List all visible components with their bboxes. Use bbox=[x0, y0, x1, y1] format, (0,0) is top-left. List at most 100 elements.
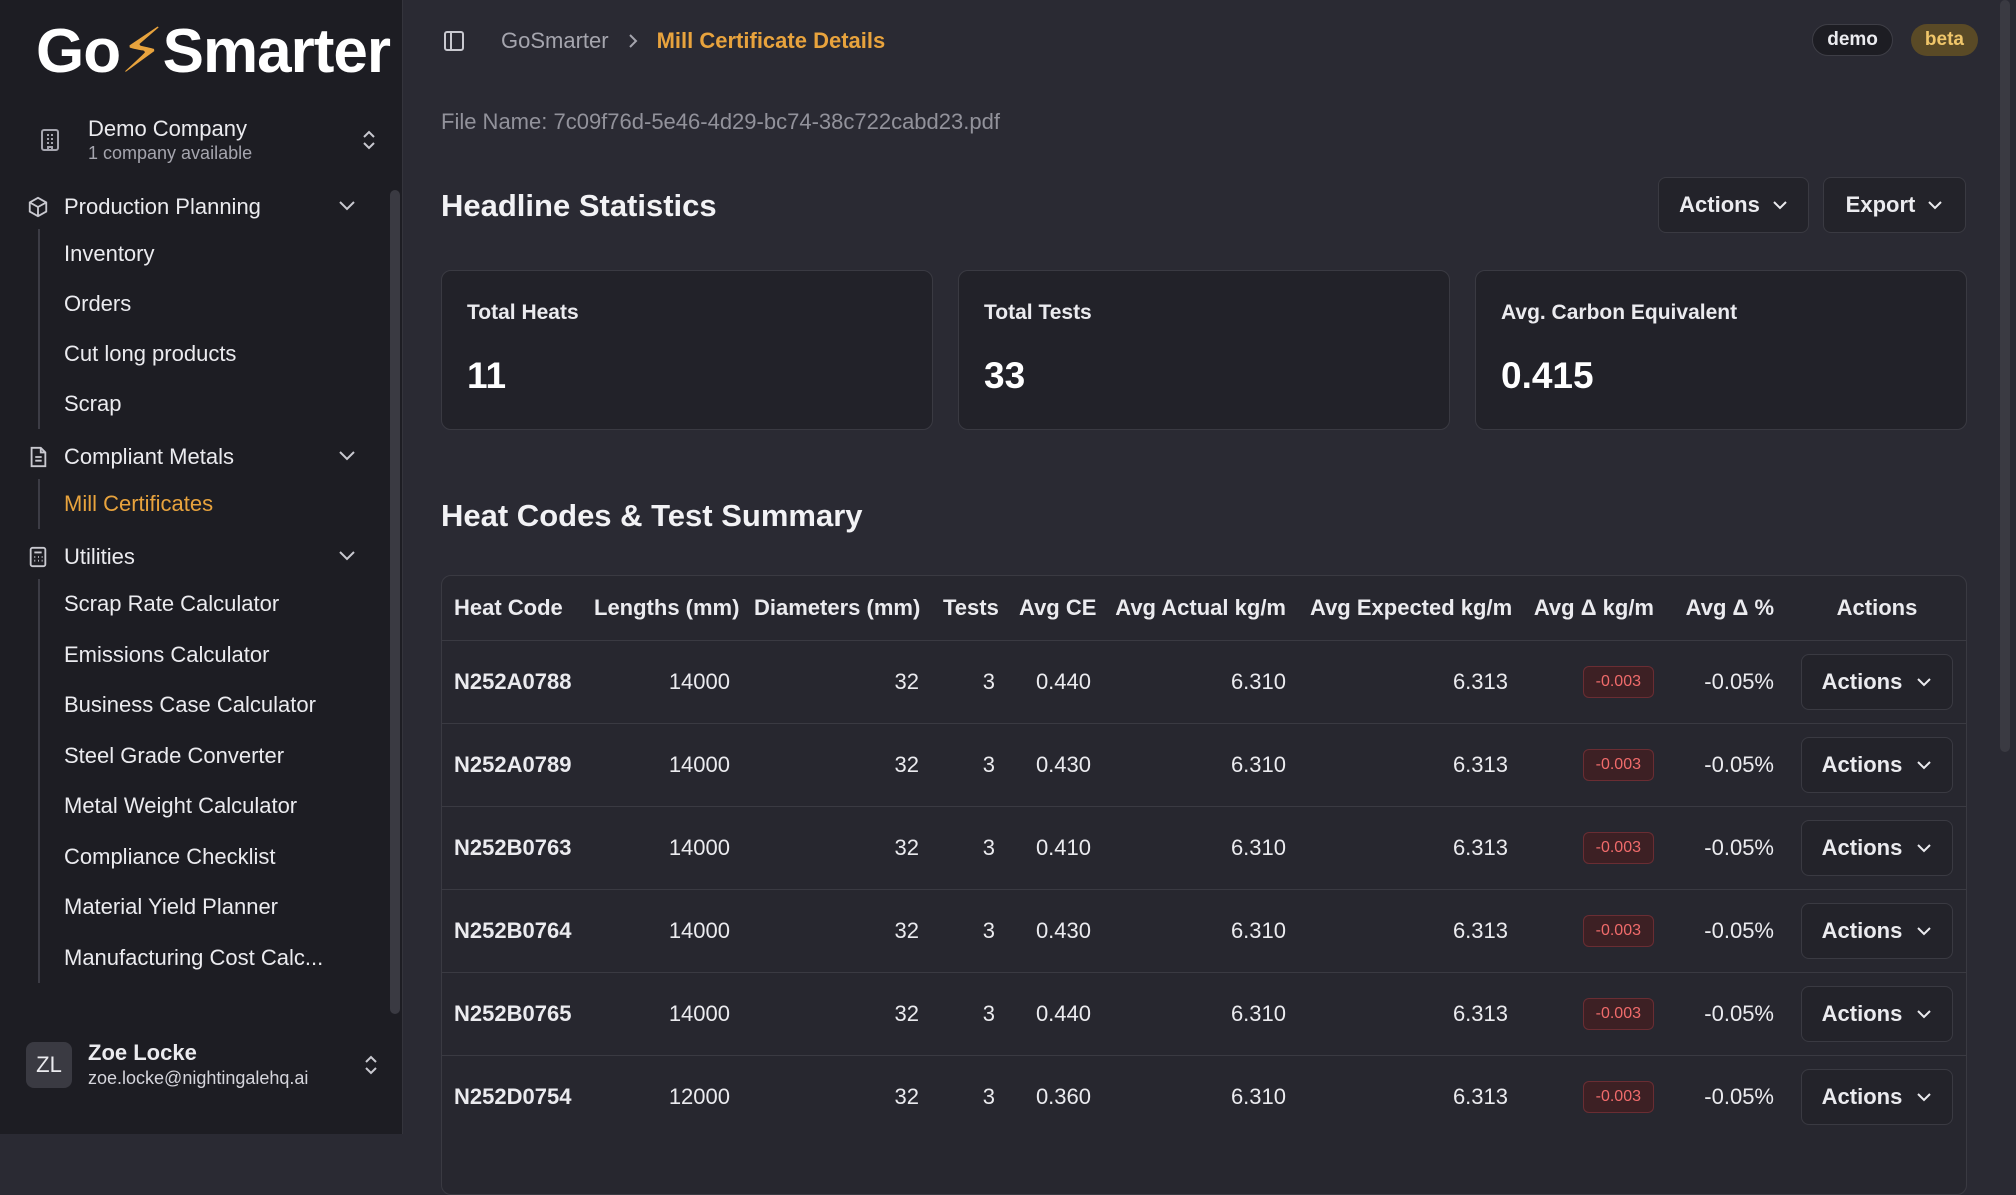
nav-group-production-planning[interactable]: Production Planning bbox=[0, 185, 390, 229]
building-icon bbox=[24, 128, 76, 152]
sidebar-item-emissions-calculator[interactable]: Emissions Calculator bbox=[64, 641, 270, 667]
stat-label: Total Tests bbox=[984, 301, 1092, 324]
avg-delta-pct-cell: -0.05% bbox=[1666, 971, 1786, 1055]
avg-delta-pct-cell: -0.05% bbox=[1666, 722, 1786, 806]
sidebar-item-business-case-calculator[interactable]: Business Case Calculator bbox=[64, 692, 316, 718]
avg-expected-cell: 6.313 bbox=[1298, 805, 1520, 889]
column-header[interactable]: Lengths (mm) bbox=[594, 594, 740, 620]
nav-group-utilities[interactable]: Utilities bbox=[0, 535, 390, 579]
actions-cell: Actions bbox=[1786, 805, 1966, 889]
row-actions-button[interactable]: Actions bbox=[1801, 653, 1953, 710]
breadcrumb-home[interactable]: GoSmarter bbox=[501, 28, 609, 53]
column-header[interactable]: Avg CE bbox=[1019, 594, 1097, 620]
tests-cell: 3 bbox=[931, 722, 1007, 806]
delta-badge: -0.003 bbox=[1582, 1080, 1654, 1113]
row-actions-label: Actions bbox=[1821, 1000, 1903, 1026]
length-cell: 14000 bbox=[582, 639, 742, 723]
heat-code[interactable]: N252B0763 bbox=[442, 805, 582, 889]
column-header: Actions bbox=[1836, 594, 1918, 620]
row-actions-label: Actions bbox=[1821, 1083, 1903, 1109]
tests-cell: 3 bbox=[931, 971, 1007, 1055]
sidebar-item-compliance-checklist[interactable]: Compliance Checklist bbox=[64, 843, 276, 869]
avg-ce-cell: 0.410 bbox=[1007, 805, 1103, 889]
avg-delta-pct-cell: -0.05% bbox=[1666, 888, 1786, 972]
column-header[interactable]: Heat Code bbox=[454, 594, 563, 620]
chevron-down-icon bbox=[1916, 926, 1932, 936]
column-header[interactable]: Diameters (mm) bbox=[754, 594, 921, 620]
avg-actual-cell: 6.310 bbox=[1103, 722, 1298, 806]
sidebar-item-orders[interactable]: Orders bbox=[64, 291, 132, 316]
row-actions-button[interactable]: Actions bbox=[1801, 1068, 1953, 1125]
avg-ce-cell: 0.430 bbox=[1007, 722, 1103, 806]
row-actions-button[interactable]: Actions bbox=[1801, 736, 1953, 793]
column-header[interactable]: Avg Expected kg/m bbox=[1310, 594, 1513, 620]
headline-statistics-title: Headline Statistics bbox=[441, 188, 717, 223]
heat-code[interactable]: N252A0789 bbox=[442, 722, 582, 806]
chevron-down-icon bbox=[338, 548, 356, 566]
avg-delta-cell: -0.003 bbox=[1520, 722, 1666, 806]
column-header[interactable]: Tests bbox=[943, 594, 999, 620]
row-actions-button[interactable]: Actions bbox=[1801, 985, 1953, 1042]
sidebar-item-manufacturing-cost-calculator[interactable]: Manufacturing Cost Calc... bbox=[64, 944, 324, 970]
column-header[interactable]: Avg Δ % bbox=[1685, 594, 1774, 620]
avg-ce-cell: 0.440 bbox=[1007, 639, 1103, 723]
row-actions-label: Actions bbox=[1821, 834, 1903, 860]
gosmarter-logo[interactable]: Go⚡Smarter bbox=[36, 17, 391, 86]
sidebar-item-inventory[interactable]: Inventory bbox=[64, 241, 155, 266]
user-name: Zoe Locke bbox=[88, 1040, 197, 1065]
sidebar-toggle-icon[interactable] bbox=[439, 26, 469, 56]
sidebar-item-material-yield-planner[interactable]: Material Yield Planner bbox=[64, 894, 279, 920]
delta-badge: -0.003 bbox=[1582, 997, 1654, 1030]
sidebar-nav: Production Planning Inventory Orders Cut… bbox=[0, 185, 390, 983]
table-row: N252B0763 14000 32 3 0.410 6.310 6.313 -0.003 -0… bbox=[442, 805, 1966, 889]
actions-cell: Actions bbox=[1786, 971, 1966, 1055]
length-cell: 14000 bbox=[582, 805, 742, 889]
sidebar-item-cut-long-products[interactable]: Cut long products bbox=[64, 341, 237, 366]
heat-code[interactable]: N252D0754 bbox=[442, 1054, 582, 1138]
tests-cell: 3 bbox=[931, 1054, 1007, 1138]
row-actions-button[interactable]: Actions bbox=[1801, 902, 1953, 959]
delta-badge: -0.003 bbox=[1582, 665, 1654, 698]
export-dropdown-button[interactable]: Export bbox=[1823, 177, 1966, 233]
column-header[interactable]: Avg Δ kg/m bbox=[1533, 594, 1654, 620]
diameter-cell: 32 bbox=[742, 971, 931, 1055]
nav-group-label: Production Planning bbox=[64, 194, 261, 219]
file-name: File Name: 7c09f76d-5e46-4d29-bc74-38c72… bbox=[441, 109, 1000, 134]
page-scrollbar[interactable] bbox=[2000, 0, 2010, 752]
nav-group-label: Utilities bbox=[64, 544, 135, 569]
avg-ce-cell: 0.430 bbox=[1007, 888, 1103, 972]
chevron-down-icon bbox=[1916, 677, 1932, 687]
user-menu[interactable]: ZL Zoe Locke zoe.locke@nightingalehq.ai bbox=[26, 1036, 386, 1094]
sidebar-item-metal-weight-calculator[interactable]: Metal Weight Calculator bbox=[64, 793, 298, 819]
sidebar-item-scrap-rate-calculator[interactable]: Scrap Rate Calculator bbox=[64, 591, 280, 617]
table-row: N252B0764 14000 32 3 0.430 6.310 6.313 -0.003 -0… bbox=[442, 888, 1966, 972]
avg-delta-cell: -0.003 bbox=[1520, 971, 1666, 1055]
tests-cell: 3 bbox=[931, 888, 1007, 972]
nav-group-compliant-metals[interactable]: Compliant Metals bbox=[0, 435, 390, 479]
avg-actual-cell: 6.310 bbox=[1103, 639, 1298, 723]
table-row: N252B0765 14000 32 3 0.440 6.310 6.313 -0.003 -0… bbox=[442, 971, 1966, 1055]
chevron-down-icon bbox=[338, 448, 356, 466]
table-row: N252D0754 12000 32 3 0.360 6.310 6.313 -0.003 -0… bbox=[442, 1054, 1966, 1138]
chevron-down-icon bbox=[338, 198, 356, 216]
company-switcher[interactable]: Demo Company 1 company available bbox=[24, 108, 384, 172]
delta-badge: -0.003 bbox=[1582, 748, 1654, 781]
column-header[interactable]: Avg Actual kg/m bbox=[1115, 594, 1286, 620]
sidebar-item-scrap[interactable]: Scrap bbox=[64, 391, 122, 416]
chevron-down-icon bbox=[1916, 1092, 1932, 1102]
file-text-icon bbox=[26, 445, 50, 469]
chevron-down-icon bbox=[1927, 200, 1943, 210]
avg-expected-cell: 6.313 bbox=[1298, 722, 1520, 806]
actions-dropdown-button[interactable]: Actions bbox=[1658, 177, 1809, 233]
sidebar-item-steel-grade-converter[interactable]: Steel Grade Converter bbox=[64, 742, 285, 768]
nav-sublist-production-planning: Inventory Orders Cut long products Scrap bbox=[38, 229, 390, 429]
delta-badge: -0.003 bbox=[1582, 831, 1654, 864]
avg-delta-cell: -0.003 bbox=[1520, 1054, 1666, 1138]
heat-codes-table: Heat Code Lengths (mm) Diameters (mm) Te… bbox=[441, 575, 1967, 1195]
sidebar-item-mill-certificates[interactable]: Mill Certificates bbox=[64, 491, 214, 516]
heat-code[interactable]: N252A0788 bbox=[442, 639, 582, 723]
row-actions-button[interactable]: Actions bbox=[1801, 819, 1953, 876]
heat-code[interactable]: N252B0764 bbox=[442, 888, 582, 972]
heat-code[interactable]: N252B0765 bbox=[442, 971, 582, 1055]
sidebar-scrollbar[interactable] bbox=[390, 190, 400, 1014]
